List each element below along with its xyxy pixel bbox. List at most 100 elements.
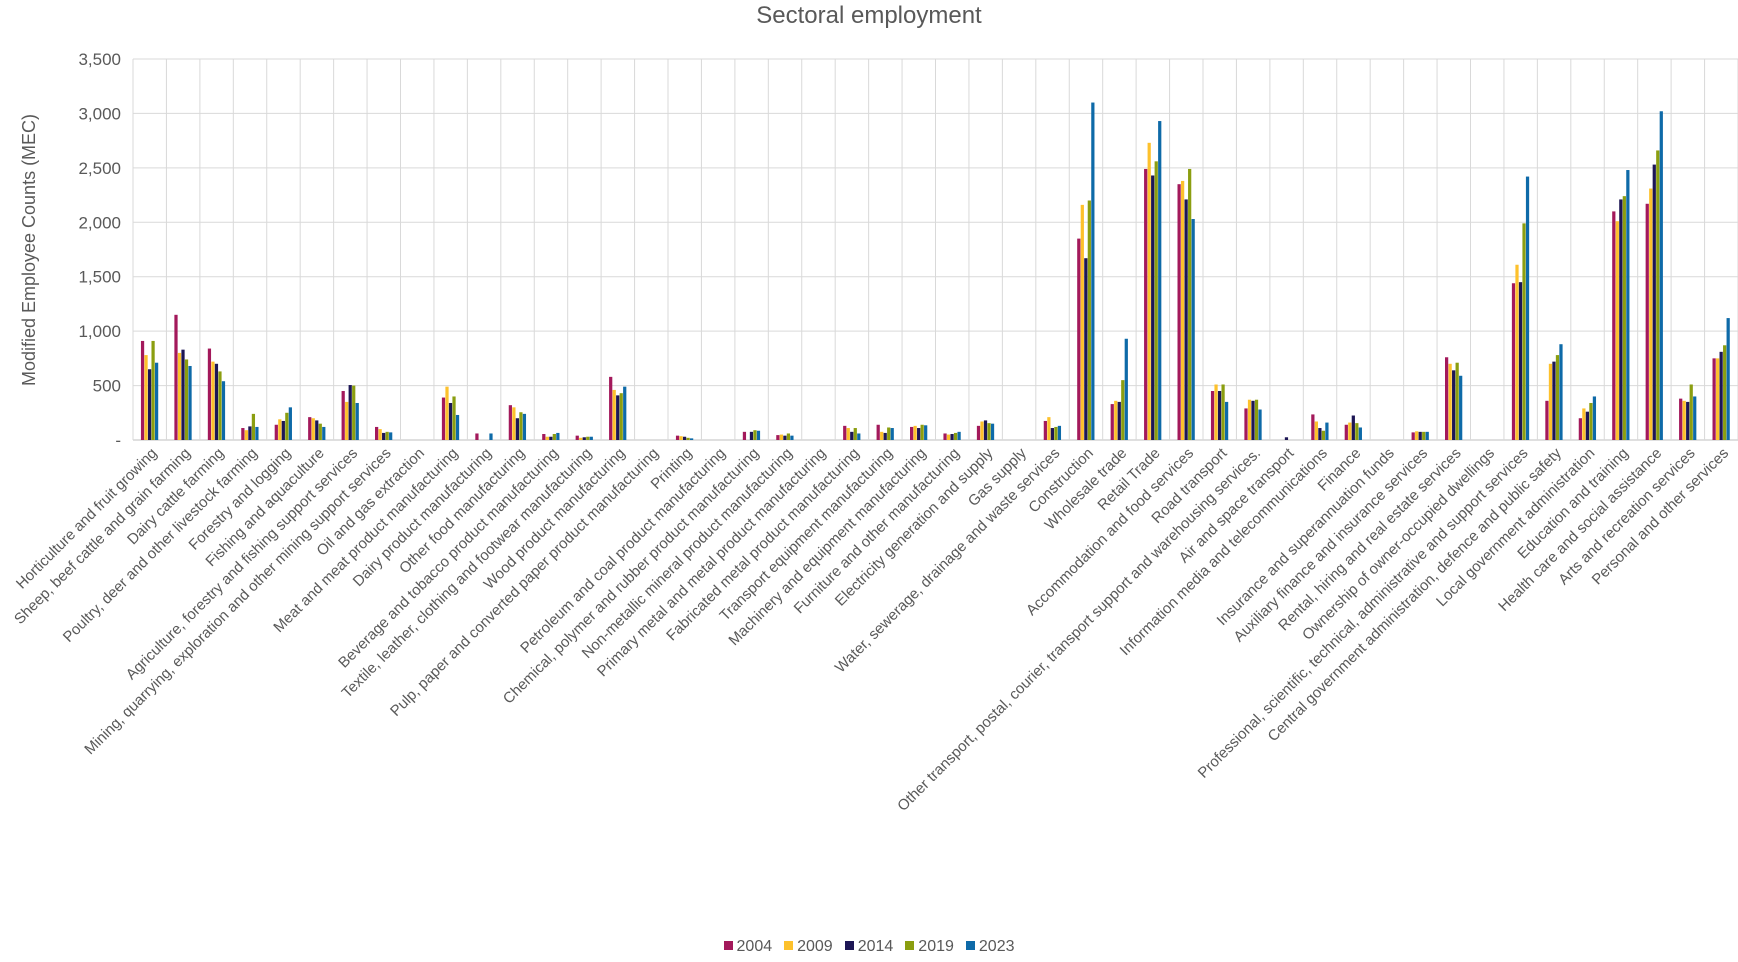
bar-2019: [786, 433, 791, 440]
bar-2009: [1047, 417, 1051, 440]
bar-2014: [783, 435, 787, 440]
bar-2009: [345, 401, 349, 440]
bar-2023: [255, 426, 259, 440]
bar-2009: [880, 431, 884, 440]
bar-2023: [957, 431, 961, 440]
bar-2004: [675, 435, 680, 440]
bar-2009: [1181, 180, 1185, 441]
bar-2009: [1615, 221, 1619, 440]
bar-2014: [281, 420, 285, 440]
bar-2014: [1652, 164, 1656, 440]
bar-2019: [519, 412, 523, 440]
bar-2004: [876, 424, 880, 440]
bar-2004: [308, 417, 312, 440]
bar-2004: [274, 424, 278, 440]
bar-2019: [920, 424, 924, 440]
bar-2004: [441, 397, 446, 440]
bar-2004: [140, 340, 145, 440]
bar-2009: [1682, 400, 1686, 440]
bar-2023: [623, 386, 627, 440]
bar-2004: [475, 433, 479, 440]
bar-2023: [1459, 375, 1463, 440]
bar-2009: [679, 436, 683, 440]
bar-2009: [1649, 188, 1653, 440]
bar-2023: [857, 433, 861, 440]
bar-2009: [980, 421, 984, 440]
bar-2019: [887, 427, 891, 440]
bar-2004: [1645, 203, 1649, 440]
bar-2023: [522, 413, 527, 440]
legend: 2004 2009 2014 2019 2023: [0, 938, 1738, 956]
bar-2023: [1091, 102, 1095, 440]
bar-2014: [549, 436, 553, 440]
bar-2023: [1325, 422, 1329, 440]
bar-2019: [151, 340, 155, 440]
y-tick-label: 2,000: [78, 213, 121, 232]
bar-2014: [248, 426, 252, 440]
bar-2009: [1314, 421, 1318, 440]
bar-2004: [241, 428, 245, 440]
bar-2004: [1679, 398, 1683, 440]
bar-2014: [181, 349, 185, 440]
bar-2014: [1351, 415, 1355, 440]
bar-2004: [542, 434, 546, 440]
legend-swatch: [965, 941, 975, 950]
legend-label: 2009: [797, 938, 833, 955]
bar-2004: [1344, 424, 1348, 440]
bar-2019: [953, 432, 958, 440]
bar-2009: [779, 434, 783, 440]
bar-2019: [1656, 150, 1660, 440]
bar-2009: [211, 361, 215, 440]
bar-2009: [1147, 142, 1151, 440]
bar-2014: [382, 432, 386, 440]
bar-2014: [1518, 282, 1523, 440]
bar-2014: [850, 431, 854, 440]
legend-label: 2014: [857, 938, 894, 955]
bar-2023: [355, 402, 359, 440]
bar-2023: [1358, 427, 1362, 440]
bar-2009: [1515, 264, 1519, 440]
bar-2009: [612, 389, 616, 440]
bar-2014: [214, 363, 219, 440]
bar-2004: [1712, 358, 1716, 440]
y-tick-label: 500: [93, 377, 121, 396]
legend-label: 2023: [978, 938, 1015, 955]
bar-2009: [445, 386, 449, 440]
bar-2014: [682, 436, 687, 440]
bar-2019: [1723, 345, 1727, 440]
bar-2019: [552, 434, 556, 440]
bar-2023: [154, 362, 159, 440]
bar-2019: [1054, 426, 1058, 440]
bar-2019: [352, 385, 356, 440]
bar-2023: [689, 438, 694, 440]
bar-2004: [776, 435, 780, 440]
legend-item-2014: 2014: [844, 938, 894, 956]
bar-2004: [742, 431, 747, 440]
bar-2004: [1612, 211, 1616, 440]
bar-2023: [924, 425, 928, 440]
bar-2023: [288, 407, 292, 440]
bar-2004: [943, 433, 947, 440]
bar-2023: [756, 430, 761, 440]
bar-2004: [1578, 418, 1582, 440]
bar-2019: [184, 359, 189, 440]
legend-swatch: [844, 941, 854, 950]
bar-2014: [1418, 431, 1422, 440]
bar-2023: [589, 436, 593, 440]
y-tick-label: 1,500: [78, 268, 121, 287]
bar-2023: [1525, 176, 1530, 440]
bar-2023: [790, 435, 794, 440]
bar-2014: [883, 432, 887, 440]
bar-2004: [575, 435, 579, 440]
y-tick-label: 3,500: [78, 50, 121, 69]
bar-2014: [1452, 370, 1456, 440]
legend-item-2023: 2023: [965, 938, 1015, 956]
bar-2023: [890, 428, 894, 440]
bar-2019: [1555, 355, 1560, 440]
bar-2023: [1592, 396, 1597, 440]
bar-2014: [950, 434, 954, 440]
bar-2009: [512, 407, 516, 440]
bar-2009: [1448, 363, 1452, 440]
